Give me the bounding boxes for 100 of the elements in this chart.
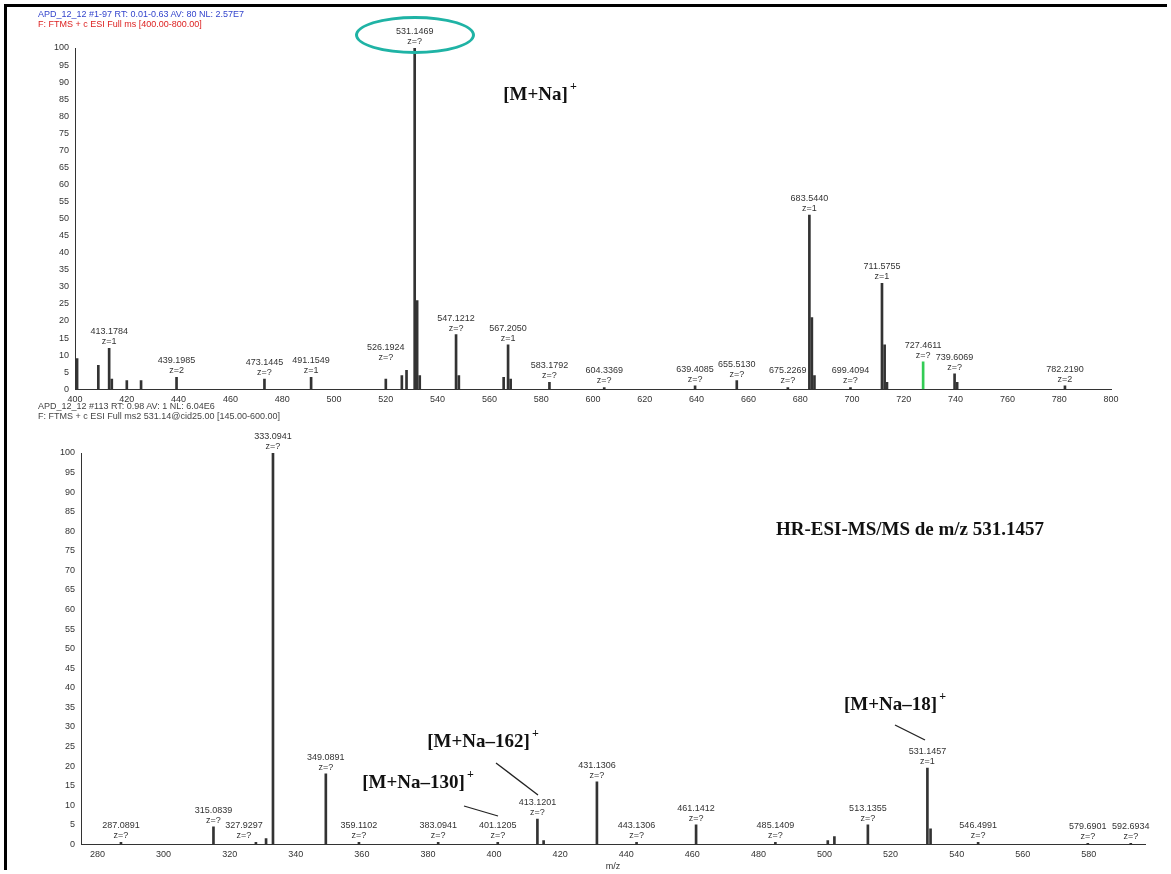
bar: [436, 842, 440, 845]
y-tick-label: 35: [59, 264, 70, 275]
y-tick-label: 45: [65, 662, 76, 673]
x-tick-label: 480: [750, 849, 766, 860]
annotation: 699.4094 z=?: [831, 365, 870, 386]
annotation: 401.1205 z=?: [478, 820, 517, 841]
y-tick-label: 25: [59, 298, 70, 309]
bar: [324, 773, 328, 845]
x-tick-label: 540: [949, 849, 965, 860]
annotation: 547.1212 z=?: [437, 312, 475, 333]
annotation: 604.3369 z=?: [585, 365, 624, 386]
x-tick-label: 380: [420, 849, 436, 860]
annotation: 359.1102 z=?: [340, 820, 378, 841]
y-tick-label: 70: [59, 144, 70, 155]
x-tick-label: 660: [740, 394, 756, 405]
x-tick-label: 740: [948, 394, 964, 405]
y-tick-label: 30: [65, 721, 76, 732]
bar: [502, 376, 505, 390]
annotation: 439.1985 z=2: [157, 355, 196, 376]
x-tick-label: 560: [1015, 849, 1031, 860]
annotation: 592.6934 z=?: [1112, 821, 1150, 842]
bar: [536, 818, 539, 845]
annotation: 327.9297 z=?: [225, 820, 263, 841]
annotation: 485.1409 z=?: [756, 820, 795, 841]
annotation: 383.0941 z=?: [419, 820, 457, 841]
y-tick-label: 15: [59, 332, 70, 343]
x-tick-label: 460: [684, 849, 700, 860]
y-tick-label: 10: [59, 349, 70, 360]
y-tick-label: 100: [59, 447, 76, 458]
x-tick-label: 520: [378, 394, 394, 405]
y-tick-label: 70: [65, 564, 76, 575]
x-tick-label: 300: [156, 849, 172, 860]
x-tick-label: 440: [618, 849, 634, 860]
x-axis-title: m/z: [605, 861, 621, 872]
annotation: 349.0891 z=?: [307, 751, 345, 772]
x-tick-label: 400: [486, 849, 502, 860]
bar: [849, 387, 852, 390]
y-tick-label: 60: [59, 178, 70, 189]
y-tick-label: 90: [65, 486, 76, 497]
y-tick-label: 75: [59, 127, 70, 138]
annotation: 491.1549 z=1: [292, 355, 330, 376]
y-tick-label: 5: [70, 819, 76, 830]
bar: [926, 767, 929, 845]
y-tick-label: 10: [65, 799, 76, 810]
y-tick-label: 80: [65, 525, 76, 536]
annotation: 513.1355 z=?: [849, 802, 887, 823]
annotation: 782.2190 z=2: [1046, 363, 1084, 384]
y-tick-label: 40: [59, 247, 70, 258]
chart-subtitle: F: FTMS + c ESI Full ms [400.00-800.00]: [38, 19, 203, 29]
bar: [774, 842, 777, 845]
annotation: 583.1792 z=?: [530, 360, 569, 381]
annotation: [M+Na]+: [503, 79, 577, 104]
x-tick-label: 500: [816, 849, 832, 860]
y-tick-label: 100: [53, 42, 70, 53]
bar: [735, 380, 739, 390]
bar: [542, 840, 545, 845]
y-tick-label: 45: [59, 230, 70, 241]
y-tick-label: 95: [59, 59, 70, 70]
y-tick-label: 60: [65, 604, 76, 615]
y-tick-label: 35: [65, 701, 76, 712]
y-tick-label: 85: [59, 93, 70, 104]
bar: [635, 842, 638, 845]
annotation: 443.1306 z=?: [617, 820, 656, 841]
annotation: 579.6901 z=?: [1069, 821, 1107, 842]
x-tick-label: 280: [90, 849, 106, 860]
x-tick-label: 520: [883, 849, 899, 860]
x-tick-label: 320: [222, 849, 238, 860]
bar: [97, 364, 100, 390]
x-tick-label: 560: [481, 394, 497, 405]
annotation: 413.1201 z=?: [518, 796, 557, 817]
bar: [826, 840, 830, 845]
y-tick-label: 65: [59, 161, 70, 172]
x-tick-label: 360: [354, 849, 370, 860]
x-tick-label: 700: [844, 394, 860, 405]
x-tick-label: 680: [792, 394, 808, 405]
bar: [405, 370, 408, 390]
y-tick-label: 40: [65, 682, 76, 693]
y-tick-label: 50: [65, 643, 76, 654]
x-tick-label: 720: [896, 394, 912, 405]
bar: [548, 382, 551, 390]
bar: [175, 376, 178, 390]
x-tick-label: 580: [533, 394, 549, 405]
annotation: 473.1445 z=?: [245, 356, 284, 377]
y-tick-label: 20: [65, 760, 76, 771]
y-tick-label: 90: [59, 76, 70, 87]
annotation: 655.5130 z=?: [718, 358, 756, 379]
y-tick-label: 5: [64, 366, 70, 377]
chart-title: APD_12_12 #113 RT: 0.98 AV: 1 NL: 6.04E6: [38, 401, 215, 411]
bar: [833, 836, 836, 845]
bar: [212, 826, 215, 845]
annotation: 531.1469 z=?: [395, 25, 434, 46]
bar: [413, 48, 417, 390]
annotation: 413.1784 z=1: [90, 326, 128, 347]
bar: [496, 842, 500, 845]
bar: [263, 378, 266, 390]
y-tick-label: 0: [64, 383, 70, 394]
y-tick-label: 0: [70, 838, 76, 849]
bar: [125, 380, 129, 390]
annotation: [M+Na–162]+: [427, 726, 539, 751]
annotation: HR-ESI-MS/MS de m/z 531.1457: [775, 517, 1045, 539]
